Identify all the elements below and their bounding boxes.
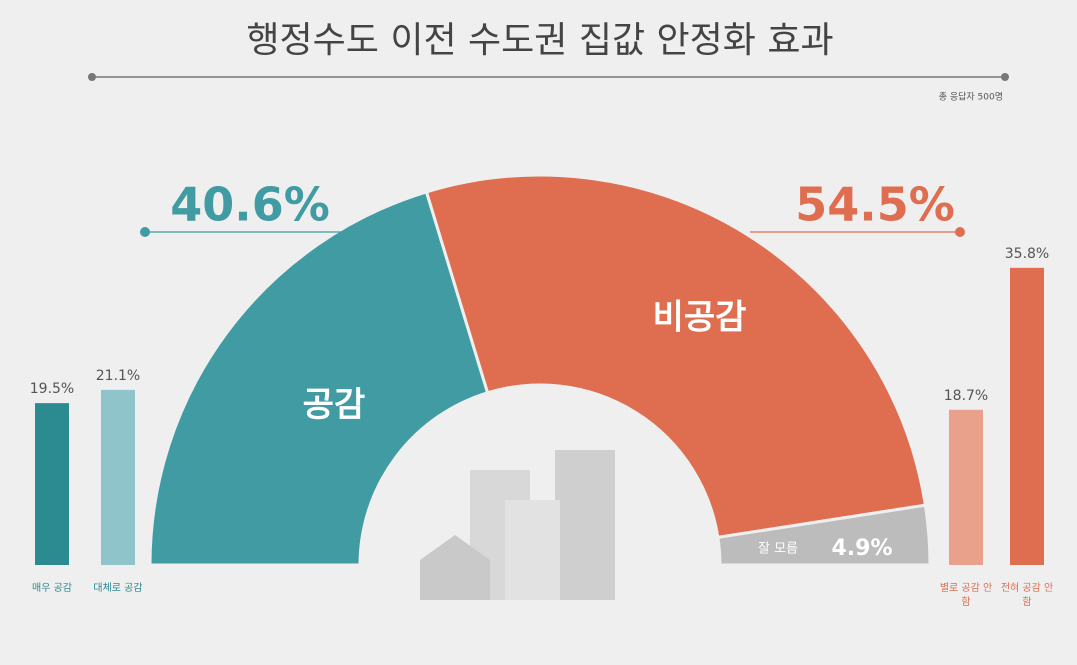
bar bbox=[35, 403, 69, 565]
value-label: 40.6% bbox=[170, 178, 330, 232]
bar-category: 대체로 공감 bbox=[93, 583, 143, 594]
value-label: 54.5% bbox=[795, 178, 955, 232]
building-illustration bbox=[420, 450, 615, 600]
bar bbox=[1010, 267, 1044, 565]
bar-category: 전혀 공감 안함 bbox=[1000, 583, 1054, 608]
bar-category: 매우 공감 bbox=[32, 583, 72, 594]
segment-label: 공감 bbox=[303, 385, 366, 425]
title: 행정수도 이전 수도권 집값 안정화 효과 bbox=[246, 20, 833, 61]
value-label: 18.7% bbox=[944, 388, 988, 404]
note: 총 응답자 500명 bbox=[939, 91, 1003, 103]
value-label: 19.5% bbox=[30, 381, 74, 397]
donut-segment bbox=[148, 190, 490, 567]
value-label: 4.9% bbox=[831, 536, 892, 561]
value-label: 35.8% bbox=[1005, 246, 1049, 262]
bar bbox=[949, 409, 983, 565]
value-label: 21.1% bbox=[96, 368, 140, 384]
segment-label: 비공감 bbox=[653, 297, 747, 337]
rule-dot bbox=[88, 73, 96, 81]
leader-dot bbox=[140, 227, 150, 237]
bar-category: 별로 공감 안함 bbox=[939, 583, 993, 608]
rule-dot bbox=[1001, 73, 1009, 81]
donut-segment bbox=[424, 173, 928, 540]
bar bbox=[101, 389, 135, 565]
segment-label: 잘 모름 bbox=[758, 542, 798, 557]
leader-dot bbox=[955, 227, 965, 237]
donut-segment bbox=[716, 503, 932, 567]
